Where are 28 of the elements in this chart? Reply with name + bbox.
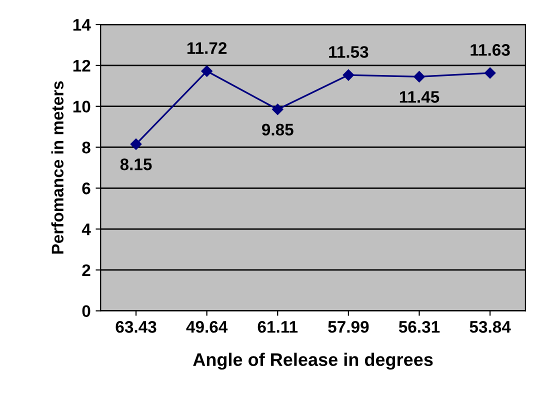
x-tick-label: 57.99 [328,321,369,333]
x-tick-label: 53.84 [470,321,511,333]
y-tick-label: 4 [82,224,91,236]
x-tick-label: 61.11 [258,321,298,333]
y-tick-label: 12 [73,60,90,72]
point [201,66,212,77]
y-tick-label: 6 [82,182,90,194]
data-label: 11.45 [400,91,440,103]
data-label: 11.63 [470,44,510,56]
x-tick-label: 49.64 [186,321,228,333]
data-label: 11.53 [329,46,368,58]
point [130,138,142,150]
point [484,67,496,79]
y-tick-label: 2 [82,264,90,276]
y-tick-label: 8 [82,142,90,154]
y-tick-label: 14 [73,19,91,31]
point [272,104,284,116]
y-axis-title: Perfomance in meters [51,81,64,254]
y-tick-label: 10 [73,100,90,113]
x-tick-label: 56.31 [398,321,440,333]
point [342,69,354,81]
y-tick-label: 0 [82,305,90,318]
data-label: 11.72 [187,42,227,54]
data-label: 8.15 [120,158,152,170]
x-axis-title: Angle of Release in degrees [193,352,433,370]
data-label: 9.85 [262,124,294,136]
x-tick-label: 63.43 [116,321,156,333]
point [414,71,425,82]
